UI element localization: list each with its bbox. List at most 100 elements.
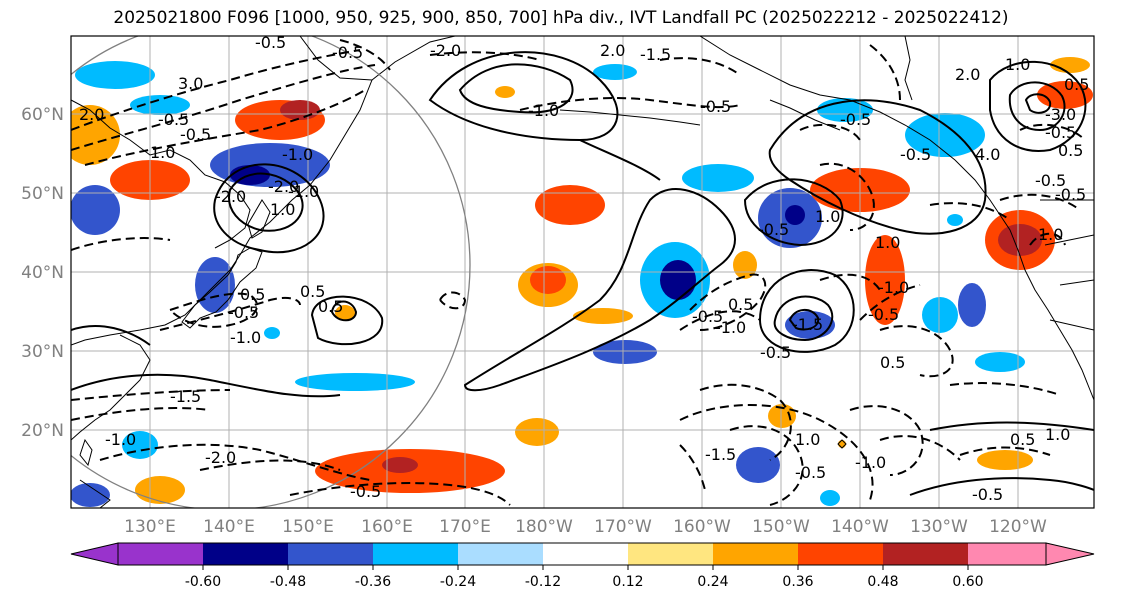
- shade-neg: [264, 327, 280, 339]
- contour-label: -0.5: [158, 110, 189, 129]
- contour-label: -1.5: [705, 445, 736, 464]
- shade-neg: [958, 283, 986, 327]
- shade-neg: [71, 185, 120, 235]
- lon-label: 170°W: [594, 517, 652, 537]
- shade-neg: [130, 95, 190, 115]
- colorbar-cell: [628, 543, 713, 565]
- colorbar-tick: 0.12: [612, 574, 643, 590]
- contour-label: -0.5: [1045, 123, 1076, 142]
- contour-label: -0.5: [255, 33, 286, 52]
- map-frame: [70, 35, 1095, 509]
- colorbar-cell: [543, 543, 628, 565]
- shade-pos: [768, 404, 796, 428]
- shade-pos: [1050, 57, 1090, 73]
- colorbar-tick: -0.36: [355, 574, 391, 590]
- contour-label: 1.0: [815, 207, 840, 226]
- colorbar-tick: 0.24: [697, 574, 728, 590]
- colorbar-frame: [117, 542, 1047, 566]
- lon-label: 170°E: [439, 517, 491, 537]
- colorbar-tick: -0.12: [525, 574, 561, 590]
- contour-label: 0.5: [1064, 75, 1089, 94]
- colorbar-cell: [288, 543, 373, 565]
- lon-label: 140°E: [203, 517, 255, 537]
- coastlines: [71, 36, 1094, 508]
- contour-label: -1.0: [715, 318, 746, 337]
- contour-label: -0.5: [795, 463, 826, 482]
- contour-label: 1.0: [795, 430, 820, 449]
- contour-label: -0.5: [180, 125, 211, 144]
- colorbar-cell: [713, 543, 798, 565]
- shade-neg: [682, 164, 754, 192]
- contour-label: 3.0: [178, 74, 203, 93]
- colorbar-cell: [203, 543, 288, 565]
- contour-label: -1.5: [792, 315, 823, 334]
- lon-label: 150°E: [282, 517, 334, 537]
- contour-label: -0.5: [758, 220, 789, 239]
- shade-neg: [593, 340, 657, 364]
- contour-labels: 3.0 2.0 -0.5 -2.0 2.0 -1.5 -0.5 -0.5 1.0…: [79, 33, 1089, 504]
- contour-label: -2.0: [430, 41, 461, 60]
- positive-contours: [71, 51, 1094, 496]
- contour-label: -2.0: [268, 177, 299, 196]
- shade-neg: [922, 297, 958, 333]
- shade-pos: [865, 235, 905, 325]
- shade-pos-max: [382, 457, 418, 473]
- colorbar-tick: -0.24: [440, 574, 476, 590]
- shade-pos: [335, 305, 355, 321]
- shade-neg: [820, 490, 840, 506]
- shade-neg: [593, 64, 637, 80]
- colorbar-tick: 0.48: [867, 574, 898, 590]
- lon-label: 160°E: [361, 517, 413, 537]
- shade-pos: [71, 105, 120, 165]
- contour-label: -1.0: [282, 145, 313, 164]
- longitude-labels: 130°E 140°E 150°E 160°E 170°E 180°W 170°…: [124, 517, 1047, 537]
- colorbar-cell: [118, 543, 203, 565]
- contour-label: -1.0: [230, 328, 261, 347]
- shade-pos: [573, 308, 633, 324]
- contour-label: -2.0: [205, 448, 236, 467]
- contour-label: -0.5: [868, 305, 899, 324]
- contour-label: -1.0: [105, 430, 136, 449]
- contour-label: -0.5: [1055, 185, 1086, 204]
- lat-label: 20°N: [21, 421, 64, 441]
- shade-neg: [71, 483, 110, 507]
- colorbar-over-arrow: [1045, 542, 1095, 566]
- lon-label: 160°W: [673, 517, 731, 537]
- lon-label: 180°W: [515, 517, 573, 537]
- colorbar-cell: [968, 543, 1046, 565]
- contour-label: -0.5: [700, 97, 731, 116]
- contour-label: 1.0: [270, 200, 295, 219]
- contour-label: -1.0: [878, 278, 909, 297]
- negative-contours: [71, 39, 1086, 506]
- lat-label: 60°N: [21, 105, 64, 125]
- shade-neg: [736, 447, 780, 483]
- contour-label: 0.5: [1058, 141, 1083, 160]
- colorbar-cell: [458, 543, 543, 565]
- contour-label: 1.0: [875, 233, 900, 252]
- contour-label: -1.5: [170, 387, 201, 406]
- shade-pos-max: [998, 224, 1042, 256]
- latitude-labels: 60°N 50°N 40°N 30°N 20°N: [21, 105, 64, 441]
- lat-label: 30°N: [21, 342, 64, 362]
- shade-neg: [905, 113, 985, 157]
- contour-label: 0.5: [240, 285, 265, 304]
- contour-label: 1.0: [1005, 55, 1030, 74]
- colorbar-tick: -0.60: [185, 574, 221, 590]
- contour-label: -0.5: [350, 482, 381, 501]
- shade-pos: [838, 440, 846, 448]
- contour-label: -1.0: [855, 453, 886, 472]
- contour-label: 4.0: [975, 145, 1000, 164]
- contour-label: -1.0: [528, 101, 559, 120]
- reference-circle: [71, 36, 471, 508]
- shade-pos: [530, 266, 566, 294]
- colorbar-cell: [883, 543, 968, 565]
- contour-label: 2.0: [955, 65, 980, 84]
- lon-label: 130°E: [124, 517, 176, 537]
- lon-label: 120°W: [989, 517, 1047, 537]
- shade-pos-max: [280, 100, 320, 120]
- shade-neg: [295, 373, 415, 391]
- contour-label: 2.0: [79, 105, 104, 124]
- gridlines: [71, 36, 1094, 508]
- colorbar-cell: [373, 543, 458, 565]
- shade-neg: [947, 214, 963, 226]
